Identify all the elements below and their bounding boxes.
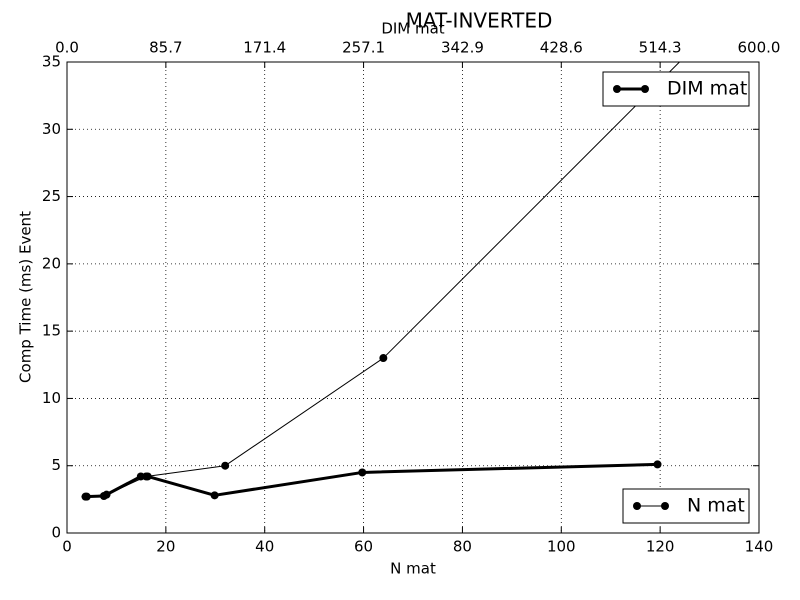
point-marker bbox=[358, 468, 367, 477]
x2-tick-label: 428.6 bbox=[540, 39, 583, 57]
legends: DIM mat N mat bbox=[602, 71, 750, 524]
y-tick-label: 0 bbox=[51, 524, 61, 542]
x2-tick-label: 514.3 bbox=[639, 39, 682, 57]
x-tick-label: 80 bbox=[453, 538, 472, 556]
legend-label: N mat bbox=[687, 495, 745, 517]
ticks: 0 5 10 15 20 25 30 35 0 20 40 60 80 100 120 140 0.0 85.7 1… bbox=[42, 39, 781, 556]
x2-tick-label: 257.1 bbox=[342, 39, 385, 57]
x-tick-label: 140 bbox=[745, 538, 774, 556]
x2-tick-label: 0.0 bbox=[55, 39, 79, 57]
y-axis-label: Comp Time (ms) Event bbox=[17, 211, 35, 383]
legend-label: DIM mat bbox=[667, 78, 747, 100]
legend-marker bbox=[661, 502, 669, 510]
legend-marker bbox=[613, 85, 621, 93]
y-tick-label: 25 bbox=[42, 187, 61, 205]
y-tick-label: 10 bbox=[42, 389, 61, 407]
point-marker bbox=[653, 460, 662, 469]
x-axis-label: N mat bbox=[390, 560, 436, 578]
x-tick-label: 20 bbox=[156, 538, 175, 556]
point-marker bbox=[82, 492, 91, 501]
point-marker bbox=[142, 472, 151, 481]
x-tick-label: 100 bbox=[547, 538, 576, 556]
x-tick-label: 120 bbox=[646, 538, 675, 556]
x2-tick-label: 85.7 bbox=[149, 39, 182, 57]
y-tick-label: 35 bbox=[42, 53, 61, 71]
point-marker bbox=[210, 491, 219, 500]
point-marker bbox=[379, 354, 388, 363]
x2-tick-label: 342.9 bbox=[441, 39, 484, 57]
point-marker bbox=[102, 490, 111, 499]
point-marker bbox=[221, 461, 230, 470]
x2-axis-label: DIM mat bbox=[381, 20, 444, 38]
y-tick-label: 15 bbox=[42, 322, 61, 340]
x2-tick-label: 171.4 bbox=[243, 39, 286, 57]
x-tick-label: 0 bbox=[62, 538, 72, 556]
y-tick-label: 20 bbox=[42, 254, 61, 272]
x-tick-label: 40 bbox=[255, 538, 274, 556]
x-tick-label: 60 bbox=[354, 538, 373, 556]
chart-title: MAT-INVERTED bbox=[406, 9, 553, 33]
plot-area bbox=[81, 62, 681, 501]
legend-marker bbox=[641, 85, 649, 93]
y-tick-label: 5 bbox=[51, 456, 61, 474]
plot-frame bbox=[66, 61, 760, 534]
y-tick-label: 30 bbox=[42, 120, 61, 138]
x2-tick-label: 600.0 bbox=[738, 39, 781, 57]
legend-marker bbox=[633, 502, 641, 510]
